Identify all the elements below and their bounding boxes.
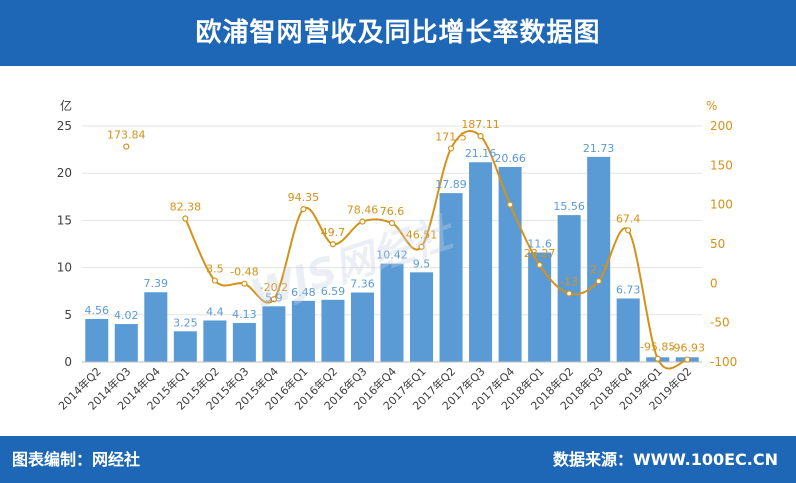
bar-label: 4.13 — [232, 308, 257, 321]
bar-label: 7.36 — [350, 278, 375, 291]
data-source: 数据来源：WWW.100EC.CN — [552, 450, 778, 469]
bar — [321, 299, 345, 362]
line-point — [447, 145, 455, 152]
bar-label: 15.56 — [553, 200, 585, 213]
line-point — [359, 218, 366, 225]
line-label: 187.11 — [461, 118, 500, 131]
line-label: 76.6 — [380, 205, 405, 218]
line-point — [477, 133, 484, 140]
line-point — [270, 296, 278, 303]
line-label: 2.7 — [590, 263, 608, 276]
right-axis-tick: 150 — [710, 158, 733, 172]
bar — [144, 292, 168, 362]
line-label: 173.84 — [107, 129, 146, 142]
bar-label: 21.16 — [465, 147, 497, 160]
left-axis-tick: 20 — [57, 166, 72, 180]
bar-label: 4.56 — [85, 304, 110, 317]
bar — [232, 323, 256, 362]
bar — [410, 272, 434, 362]
line-label: 82.38 — [170, 201, 202, 214]
bar — [203, 320, 227, 362]
bar-label: 7.39 — [144, 277, 169, 290]
line-point — [388, 219, 396, 227]
bar — [291, 300, 315, 362]
bar-label: 3.25 — [173, 316, 198, 329]
bar — [469, 162, 493, 362]
bar — [498, 166, 522, 362]
bar-label: 17.89 — [435, 178, 467, 191]
line-point — [595, 278, 602, 285]
bar — [350, 292, 374, 362]
right-axis-tick: 50 — [710, 237, 725, 251]
line-label: 23.27 — [524, 247, 556, 260]
bar-label: 11.6 — [527, 237, 552, 250]
bar-label: 20.66 — [494, 152, 526, 165]
line-label: -96.93 — [670, 342, 705, 355]
bar-label: 6.59 — [321, 285, 346, 298]
right-axis-tick: -100 — [710, 355, 737, 369]
line-point — [506, 201, 514, 208]
bar — [557, 215, 581, 362]
left-axis-tick: 0 — [64, 355, 72, 369]
bar — [380, 263, 404, 362]
bar — [616, 298, 640, 362]
right-axis-tick: 100 — [710, 198, 733, 212]
line-point — [536, 261, 543, 269]
line-point — [684, 356, 691, 363]
line-point — [654, 355, 661, 362]
right-axis-tick: 200 — [710, 119, 733, 133]
bar-label: 5.9 — [265, 291, 283, 304]
line-label: -20.2 — [260, 281, 288, 294]
bar-label: 6.48 — [291, 286, 316, 299]
left-axis-unit: 亿 — [60, 98, 72, 113]
line-point — [329, 241, 337, 248]
left-axis-tick: 15 — [57, 213, 72, 227]
line-label: 46.51 — [406, 229, 438, 242]
chart-author: 图表编制：网经社 — [12, 450, 141, 469]
line-label: 3.5 — [206, 263, 224, 276]
left-axis-tick: 5 — [64, 308, 72, 322]
line-label: -0.48 — [230, 266, 258, 279]
line-label: -95.85 — [640, 341, 675, 354]
bar — [173, 331, 197, 362]
line-point — [418, 243, 425, 250]
bar-label: 4.02 — [114, 309, 139, 322]
revenue-growth-chart: 0 5 10 15 20 25 亿 -100 -50 0 50 100 150 200% 4.56 4.02 7… — [55, 98, 737, 413]
line-label: 94.35 — [288, 191, 320, 204]
left-axis-tick: 10 — [57, 261, 72, 275]
bar-label: 9.5 — [413, 257, 431, 270]
line-point — [211, 277, 218, 284]
line-label: 49.7 — [321, 226, 346, 239]
footer-bar: 图表编制：网经社 数据来源：WWW.100EC.CN — [0, 436, 796, 483]
bar-label: 6.73 — [616, 283, 641, 296]
bar — [262, 306, 286, 362]
page-title: 欧浦智网营收及同比增长率数据图 — [195, 18, 601, 48]
line-point — [241, 280, 248, 287]
bar-label: 21.73 — [583, 142, 615, 155]
header-bar: 欧浦智网营收及同比增长率数据图 — [0, 0, 796, 66]
line-label: 67.4 — [616, 212, 641, 225]
line-point — [123, 143, 130, 150]
bar — [439, 193, 463, 362]
bar — [528, 252, 552, 362]
bar — [114, 324, 138, 362]
bar — [587, 156, 611, 362]
line-label: -13 — [560, 276, 578, 289]
bar-label: 4.4 — [206, 305, 224, 318]
bar-label: 10.42 — [376, 249, 408, 262]
bar — [85, 318, 109, 362]
line-label: 171.5 — [435, 130, 467, 143]
right-axis-tick: 0 — [710, 276, 718, 290]
line-point — [300, 206, 307, 213]
line-point — [625, 227, 632, 234]
right-axis-unit: % — [706, 99, 717, 113]
line-label: 78.46 — [347, 204, 379, 217]
line-point — [566, 290, 573, 297]
right-axis-tick: -50 — [710, 316, 730, 330]
left-axis-tick: 25 — [57, 119, 72, 133]
line-point — [182, 215, 189, 222]
